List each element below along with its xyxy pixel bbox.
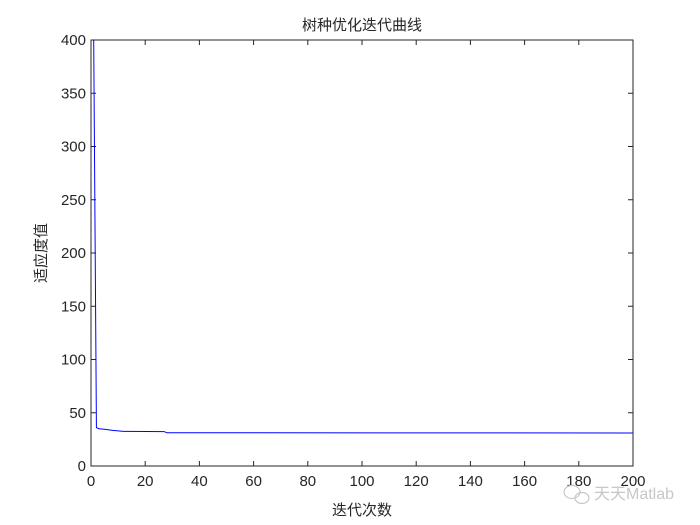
x-tick-label: 40 <box>191 473 208 490</box>
x-tick-label: 120 <box>404 473 429 490</box>
x-tick-label: 60 <box>245 473 262 490</box>
x-tick-label: 80 <box>299 473 316 490</box>
y-axis-label: 适应度值 <box>32 223 50 283</box>
watermark: 天天Matlab <box>563 484 674 505</box>
watermark-text: 天天Matlab <box>594 486 674 503</box>
chart-title: 树种优化迭代曲线 <box>302 16 422 34</box>
wechat-icon <box>563 484 590 505</box>
x-tick-label: 180 <box>566 473 591 490</box>
x-tick-label: 100 <box>349 473 374 490</box>
y-tick-label: 200 <box>61 245 86 262</box>
y-tick-label: 350 <box>61 85 86 102</box>
series-line <box>93 39 634 434</box>
x-tick-label: 160 <box>512 473 537 490</box>
x-tick-label: 0 <box>87 473 95 490</box>
y-tick-label: 50 <box>69 405 86 422</box>
x-tick-label: 200 <box>620 473 645 490</box>
y-tick-label: 300 <box>61 139 86 156</box>
y-tick-label: 400 <box>61 32 86 49</box>
y-tick-label: 150 <box>61 298 86 315</box>
x-axis-label: 迭代次数 <box>332 501 392 519</box>
plot-area <box>90 39 634 467</box>
x-tick-label: 140 <box>458 473 483 490</box>
y-tick-label: 250 <box>61 192 86 209</box>
x-tick-label: 20 <box>137 473 154 490</box>
y-tick-label: 0 <box>78 458 86 475</box>
y-tick-label: 100 <box>61 352 86 369</box>
